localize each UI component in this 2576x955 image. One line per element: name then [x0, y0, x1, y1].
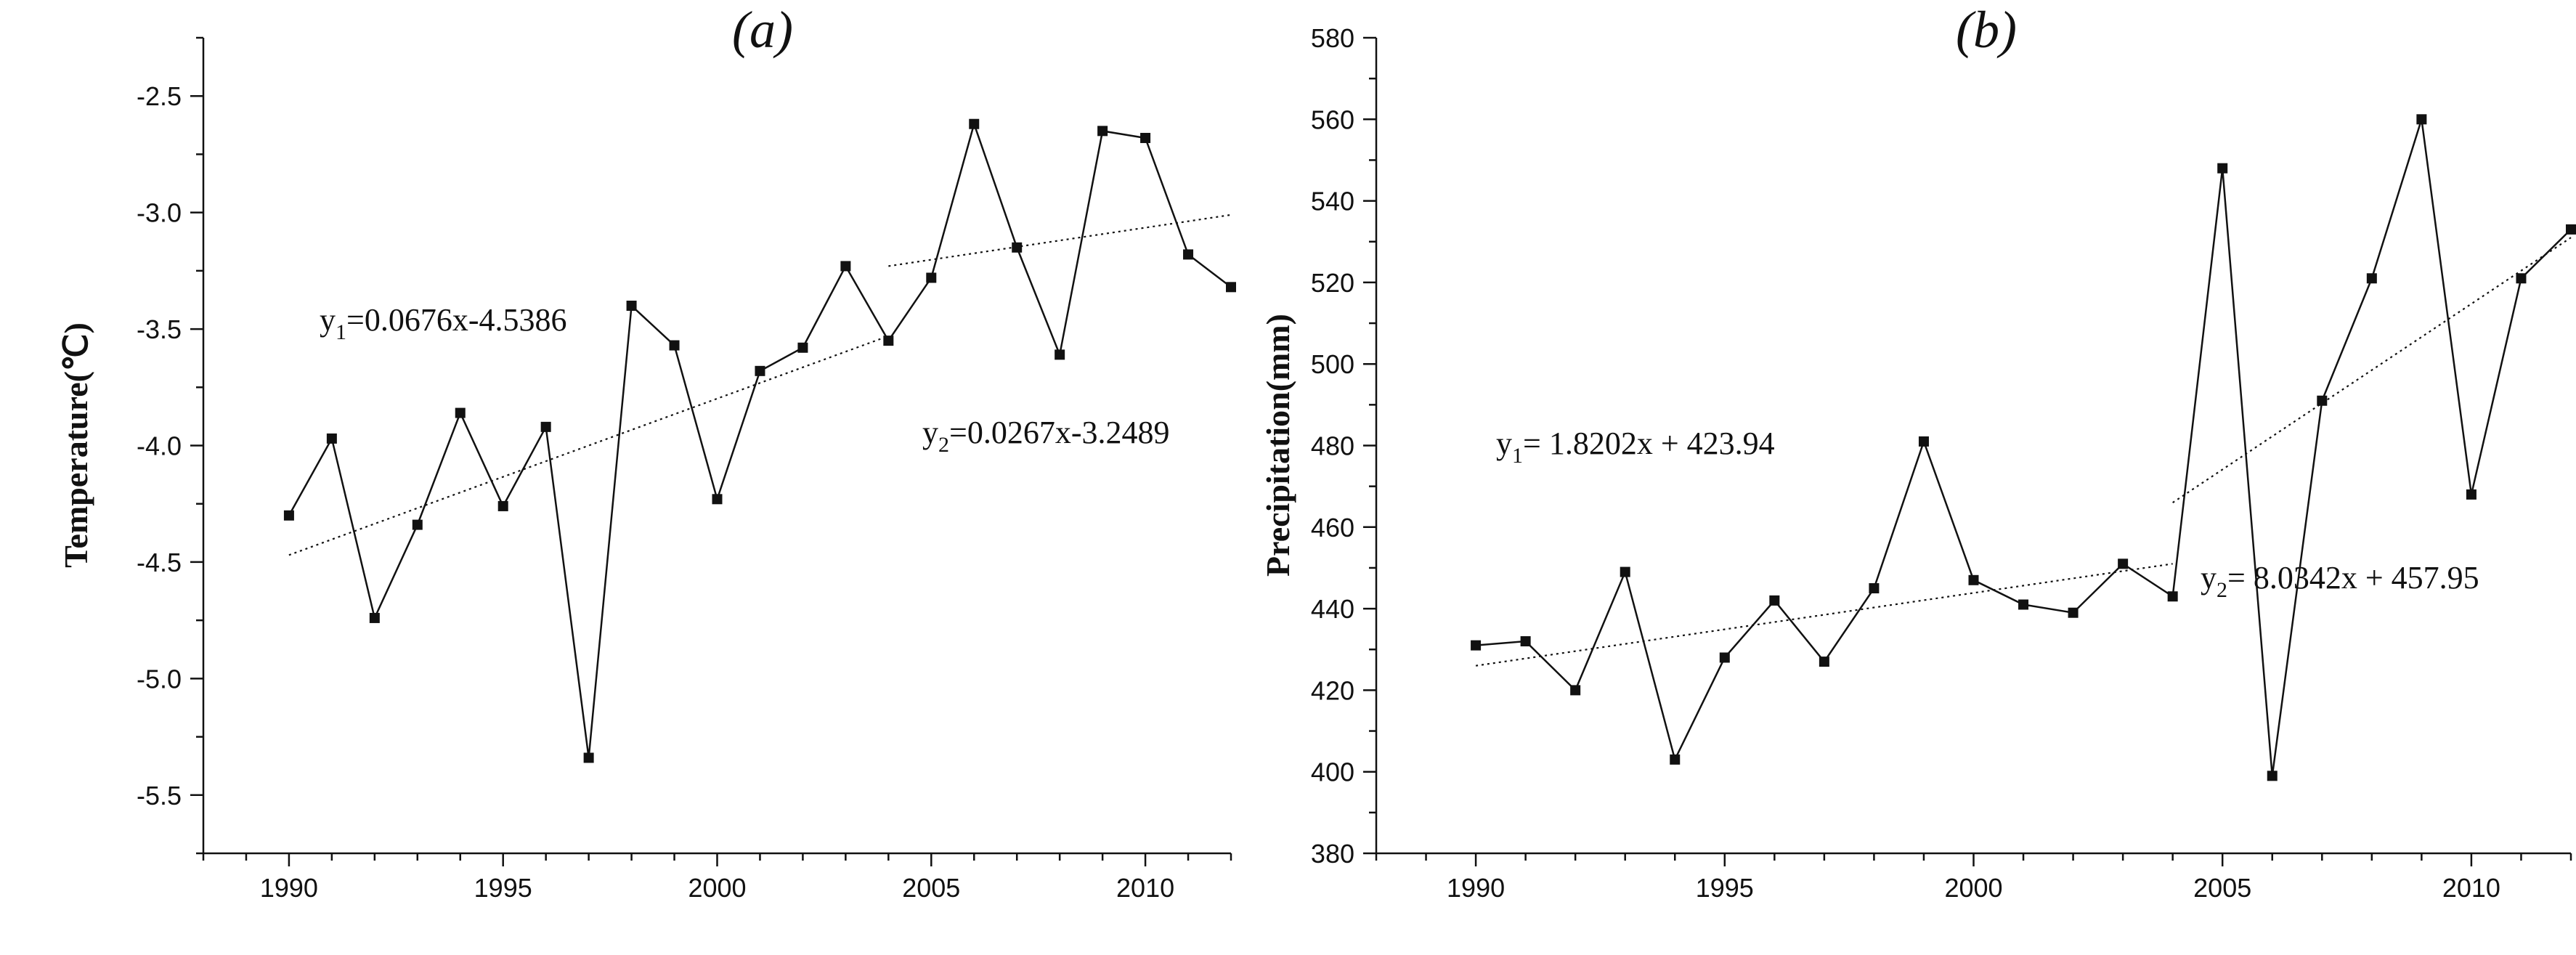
temp-data-point — [712, 494, 723, 505]
precip-data-point — [1819, 657, 1829, 667]
precip-y-tick-label: 420 — [1311, 675, 1354, 705]
precip-data-point — [2466, 489, 2477, 500]
temperature-panel: 1990 1995 2000 2005 2010 -5.5 -5.0 -4.5 -4.0 -3.5… — [57, 1, 1236, 903]
temp-data-point — [283, 510, 294, 521]
temp-data-point — [1097, 126, 1108, 137]
temp-data-point — [883, 336, 894, 346]
precip-data-point — [2018, 599, 2029, 610]
precip-data-point — [1520, 636, 1531, 647]
precip-x-tick-label: 2000 — [1944, 873, 2002, 903]
precip-data-point — [2118, 558, 2129, 569]
temp-data-point — [455, 407, 466, 418]
precip-y-tick-label: 480 — [1311, 431, 1354, 461]
precip-x-tick-label: 2005 — [2193, 873, 2251, 903]
temp-x-tick-label: 2000 — [688, 873, 746, 903]
precip-y-tick-label: 540 — [1311, 187, 1354, 216]
temp-trend-equation-1: y1=0.0676x-4.5386 — [320, 302, 566, 344]
precip-x-tick-label: 2010 — [2442, 873, 2500, 903]
precip-data-point — [2366, 273, 2377, 284]
precip-data-point — [2217, 163, 2228, 174]
temp-panel-title: (a) — [732, 1, 793, 59]
precip-data-point — [2068, 607, 2079, 618]
temp-data-point — [1183, 249, 1194, 260]
temp-y-tick-label: -3.0 — [137, 198, 182, 228]
temp-x-tick-label: 2005 — [902, 873, 960, 903]
precip-data-point — [2566, 224, 2576, 235]
temp-data-point — [583, 752, 594, 763]
precip-panel-title: (b) — [1956, 1, 2017, 59]
temp-data-point — [1055, 349, 1065, 360]
temp-data-point — [926, 272, 937, 283]
precip-data-point — [1471, 640, 1482, 651]
precip-data-point — [2516, 273, 2527, 284]
temp-data-point — [1226, 282, 1236, 293]
temp-y-tick-label: -4.5 — [137, 548, 182, 577]
precip-y-tick-label: 380 — [1311, 839, 1354, 869]
precip-data-point — [1670, 754, 1681, 765]
precip-y-tick-label: 460 — [1311, 513, 1354, 542]
temp-x-tick-label: 1995 — [474, 873, 532, 903]
temp-y-tick-label: -3.5 — [137, 314, 182, 344]
temp-data-point — [1140, 132, 1151, 143]
temp-data-point — [755, 365, 765, 376]
temp-data-point — [840, 261, 851, 272]
precip-data-point — [1719, 652, 1730, 663]
temp-x-tick-label: 2010 — [1116, 873, 1174, 903]
temp-y-tick-label: -5.0 — [137, 664, 182, 694]
precip-y-tick-label: 400 — [1311, 757, 1354, 787]
precip-data-point — [2167, 591, 2178, 602]
precip-trend-line-2 — [2172, 237, 2572, 504]
temp-data-point — [540, 421, 551, 432]
precip-trend-equation-1: y1= 1.8202x + 423.94 — [1496, 426, 1775, 468]
temp-data-point — [497, 500, 508, 511]
precip-data-point — [1918, 436, 1929, 447]
temp-data-point — [412, 519, 423, 530]
precip-data-point — [2317, 395, 2328, 406]
precip-x-tick-label: 1990 — [1447, 873, 1505, 903]
precip-y-tick-label: 520 — [1311, 268, 1354, 298]
temp-trend-line-1 — [288, 335, 889, 556]
temp-data-point — [669, 340, 680, 351]
temp-y-tick-label: -4.0 — [137, 431, 182, 461]
precip-y-tick-label: 560 — [1311, 105, 1354, 134]
temp-trend-line-2 — [888, 214, 1232, 267]
precip-y-tick-label: 500 — [1311, 349, 1354, 379]
temp-data-point — [969, 118, 980, 129]
precip-data-point — [1769, 595, 1780, 606]
precip-data-point — [1968, 574, 1979, 585]
temp-trend-equation-2: y2=0.0267x-3.2489 — [922, 415, 1169, 457]
temp-data-point — [1012, 242, 1023, 253]
temp-y-tick-label: -2.5 — [137, 81, 182, 111]
precip-data-point — [1620, 566, 1630, 577]
precip-trend-equation-2: y2= 8.0342x + 457.95 — [2201, 560, 2479, 602]
temp-data-point — [797, 342, 808, 353]
temp-data-point — [326, 433, 337, 444]
precip-data-point — [1570, 685, 1581, 696]
precip-y-tick-label: 580 — [1311, 23, 1354, 53]
precip-data-point — [1869, 583, 1880, 594]
precip-data-point — [2267, 771, 2278, 781]
temp-data-point — [369, 612, 380, 623]
precip-data-point — [2416, 114, 2427, 125]
precip-y-tick-label: 440 — [1311, 594, 1354, 624]
precipitation-panel: 1990 1995 2000 2005 2010 380 400 420 440 460 480 50… — [1259, 1, 2576, 903]
temp-y-tick-label: -5.5 — [137, 781, 182, 810]
temp-data-point — [626, 300, 637, 311]
temp-x-tick-label: 1990 — [260, 873, 318, 903]
precip-x-tick-label: 1995 — [1696, 873, 1754, 903]
precip-y-axis-label: Precipitation(mm) — [1259, 314, 1296, 577]
temp-y-axis-label: Temperature(℃) — [57, 322, 94, 568]
